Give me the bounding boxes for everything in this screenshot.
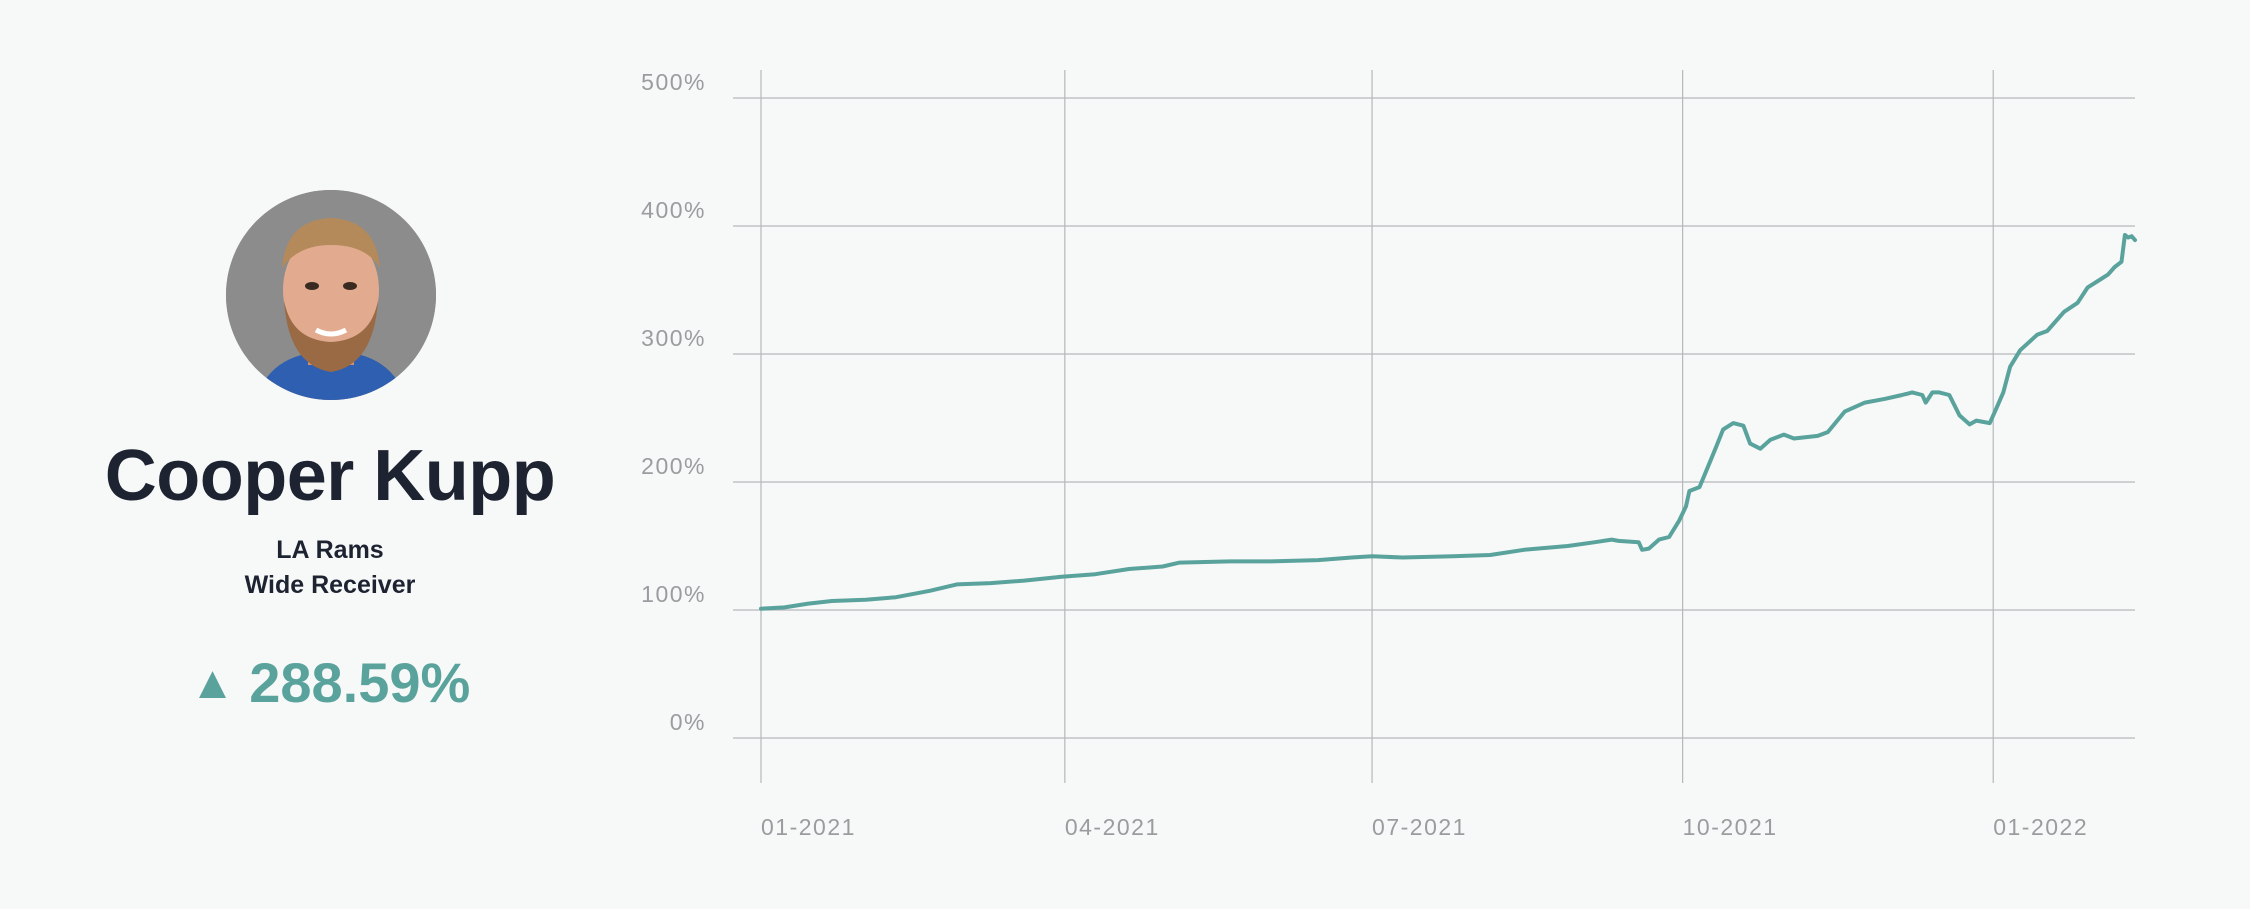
y-tick-label: 0% (670, 709, 706, 735)
series-line (759, 233, 2137, 611)
y-tick-label: 200% (641, 453, 706, 479)
series-layer (759, 233, 2137, 611)
y-tick-label: 400% (641, 197, 706, 223)
x-tick-label: 01-2022 (1993, 814, 2088, 840)
player-position: Wide Receiver (244, 571, 416, 599)
x-tick-label: 04-2021 (1065, 814, 1160, 840)
x-tick-label: 01-2021 (761, 814, 856, 840)
y-tick-label: 100% (641, 581, 706, 607)
up-triangle-icon: ▲ (189, 656, 236, 708)
player-profile: Cooper Kupp LA Rams Wide Receiver ▲ 288.5… (60, 0, 600, 909)
y-axis: 0% 100% 200% 300% 400% 500% (641, 69, 706, 735)
x-tick-label: 07-2021 (1372, 814, 1467, 840)
change-value: 288.59% (249, 651, 471, 714)
player-team: LA Rams (276, 536, 384, 564)
player-avatar (226, 190, 436, 400)
y-tick-label: 500% (641, 69, 706, 95)
x-axis: 01-2021 04-2021 07-2021 10-2021 01-2022 (761, 814, 2088, 840)
gridlines (733, 70, 2135, 783)
y-tick-label: 300% (641, 325, 706, 351)
change-badge: ▲ 288.59% (60, 650, 600, 715)
x-tick-label: 10-2021 (1683, 814, 1778, 840)
player-name: Cooper Kupp (104, 436, 556, 516)
player-photo (226, 190, 436, 400)
